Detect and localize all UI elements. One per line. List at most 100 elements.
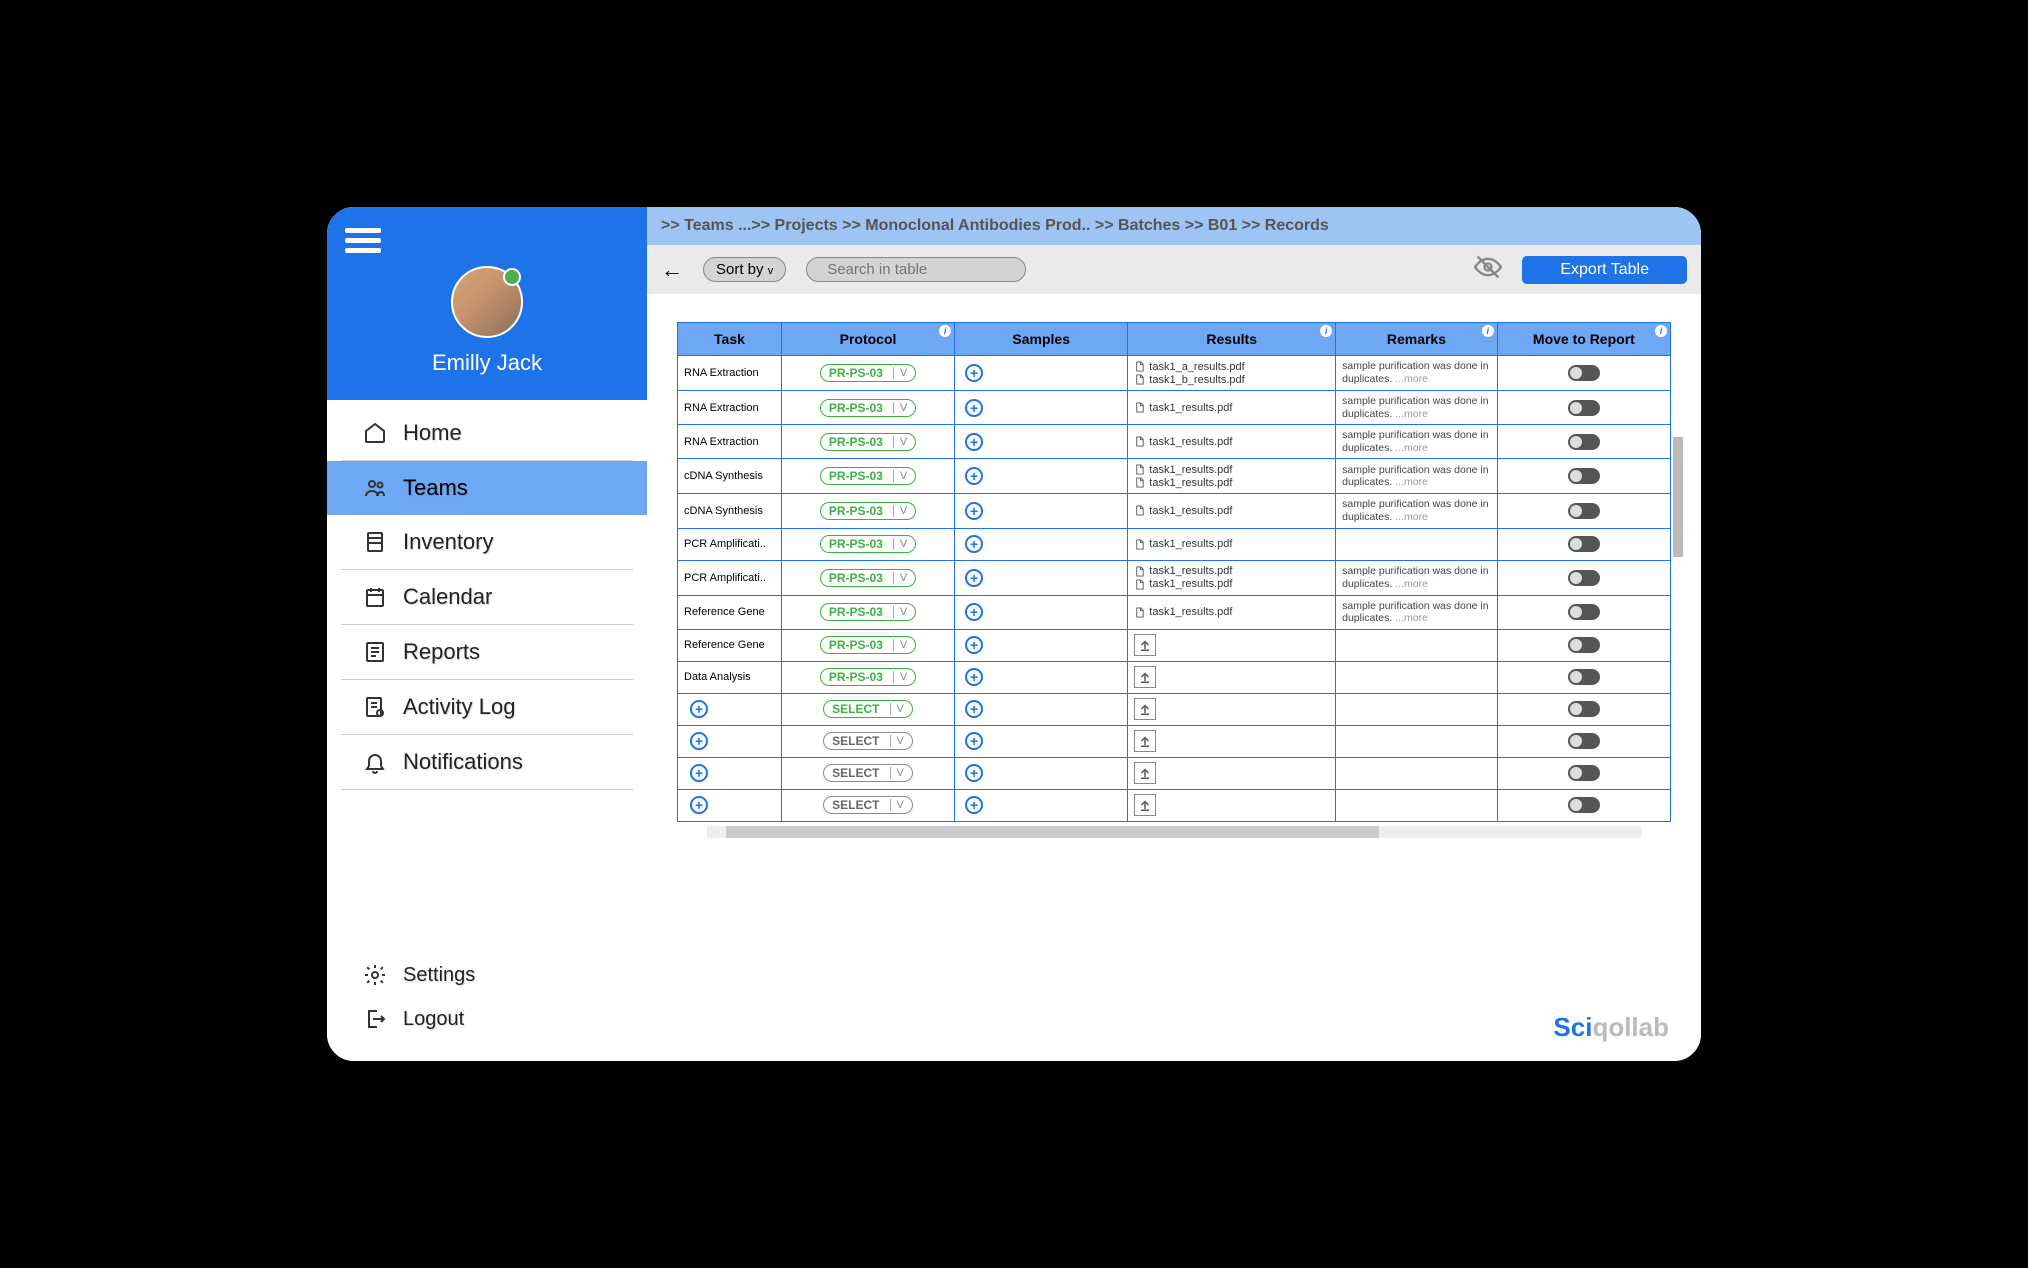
more-link[interactable]: ...more bbox=[1392, 373, 1428, 385]
protocol-select[interactable]: PR-PS-03V bbox=[820, 502, 916, 520]
add-sample-icon[interactable]: + bbox=[965, 668, 983, 686]
task-cell[interactable]: + bbox=[678, 789, 782, 821]
sidebar-item-logout[interactable]: Logout bbox=[341, 997, 633, 1041]
move-to-report-toggle[interactable] bbox=[1568, 765, 1600, 781]
sidebar-item-inventory[interactable]: Inventory bbox=[341, 515, 633, 570]
move-to-report-toggle[interactable] bbox=[1568, 797, 1600, 813]
task-cell[interactable]: + bbox=[678, 725, 782, 757]
upload-result-icon[interactable] bbox=[1134, 762, 1156, 784]
add-sample-icon[interactable]: + bbox=[965, 467, 983, 485]
protocol-select[interactable]: PR-PS-03V bbox=[820, 603, 916, 621]
protocol-select[interactable]: SELECTV bbox=[823, 732, 913, 750]
more-link[interactable]: ...more bbox=[1392, 442, 1428, 454]
more-link[interactable]: ...more bbox=[1392, 511, 1428, 523]
sidebar-item-reports[interactable]: Reports bbox=[341, 625, 633, 680]
move-to-report-toggle[interactable] bbox=[1568, 637, 1600, 653]
result-file[interactable]: task1_results.pdf bbox=[1134, 476, 1329, 489]
result-file[interactable]: task1_results.pdf bbox=[1134, 463, 1329, 476]
move-to-report-toggle[interactable] bbox=[1568, 604, 1600, 620]
move-to-report-toggle[interactable] bbox=[1568, 400, 1600, 416]
task-cell[interactable]: + bbox=[678, 757, 782, 789]
move-to-report-toggle[interactable] bbox=[1568, 365, 1600, 381]
avatar[interactable] bbox=[451, 266, 523, 338]
protocol-select[interactable]: PR-PS-03V bbox=[820, 467, 916, 485]
add-task-icon[interactable]: + bbox=[690, 764, 708, 782]
upload-result-icon[interactable] bbox=[1134, 666, 1156, 688]
add-task-icon[interactable]: + bbox=[690, 700, 708, 718]
protocol-select[interactable]: PR-PS-03V bbox=[820, 364, 916, 382]
result-file[interactable]: task1_a_results.pdf bbox=[1134, 360, 1329, 373]
info-icon[interactable]: i bbox=[1482, 325, 1494, 337]
upload-result-icon[interactable] bbox=[1134, 730, 1156, 752]
column-header-task[interactable]: Task bbox=[678, 323, 782, 356]
move-to-report-toggle[interactable] bbox=[1568, 570, 1600, 586]
add-task-icon[interactable]: + bbox=[690, 796, 708, 814]
sidebar-item-home[interactable]: Home bbox=[341, 406, 633, 461]
add-sample-icon[interactable]: + bbox=[965, 764, 983, 782]
result-file[interactable]: task1_results.pdf bbox=[1134, 435, 1329, 448]
info-icon[interactable]: i bbox=[939, 325, 951, 337]
move-to-report-toggle[interactable] bbox=[1568, 503, 1600, 519]
task-cell[interactable]: + bbox=[678, 693, 782, 725]
sidebar-item-calendar[interactable]: Calendar bbox=[341, 570, 633, 625]
export-table-button[interactable]: Export Table bbox=[1522, 256, 1687, 284]
info-icon[interactable]: i bbox=[1655, 325, 1667, 337]
protocol-select[interactable]: PR-PS-03V bbox=[820, 433, 916, 451]
protocol-select[interactable]: SELECTV bbox=[823, 796, 913, 814]
column-header-samples[interactable]: Samples bbox=[955, 323, 1128, 356]
add-sample-icon[interactable]: + bbox=[965, 700, 983, 718]
column-header-results[interactable]: Resultsi bbox=[1128, 323, 1336, 356]
add-task-icon[interactable]: + bbox=[690, 732, 708, 750]
column-header-move-to-report[interactable]: Move to Reporti bbox=[1497, 323, 1670, 356]
sidebar-item-settings[interactable]: Settings bbox=[341, 953, 633, 997]
search-input[interactable] bbox=[827, 261, 1026, 278]
protocol-select[interactable]: PR-PS-03V bbox=[820, 535, 916, 553]
add-sample-icon[interactable]: + bbox=[965, 502, 983, 520]
protocol-select[interactable]: SELECTV bbox=[823, 764, 913, 782]
add-sample-icon[interactable]: + bbox=[965, 535, 983, 553]
back-arrow-icon[interactable]: ← bbox=[661, 257, 683, 283]
sidebar-item-teams[interactable]: Teams bbox=[327, 461, 647, 515]
add-sample-icon[interactable]: + bbox=[965, 364, 983, 382]
sort-by-button[interactable]: Sort by v bbox=[703, 257, 786, 282]
move-to-report-toggle[interactable] bbox=[1568, 434, 1600, 450]
result-file[interactable]: task1_results.pdf bbox=[1134, 565, 1329, 578]
upload-result-icon[interactable] bbox=[1134, 698, 1156, 720]
vertical-scrollbar[interactable] bbox=[1673, 437, 1683, 557]
upload-result-icon[interactable] bbox=[1134, 634, 1156, 656]
move-to-report-toggle[interactable] bbox=[1568, 701, 1600, 717]
protocol-select[interactable]: PR-PS-03V bbox=[820, 569, 916, 587]
result-file[interactable]: task1_results.pdf bbox=[1134, 578, 1329, 591]
add-sample-icon[interactable]: + bbox=[965, 603, 983, 621]
sidebar-item-notifications[interactable]: Notifications bbox=[341, 735, 633, 790]
protocol-select[interactable]: PR-PS-03V bbox=[820, 668, 916, 686]
column-header-remarks[interactable]: Remarksi bbox=[1336, 323, 1498, 356]
horizontal-scrollbar[interactable] bbox=[707, 826, 1641, 838]
search-input-wrap[interactable] bbox=[806, 257, 1026, 282]
add-sample-icon[interactable]: + bbox=[965, 732, 983, 750]
protocol-select[interactable]: PR-PS-03V bbox=[820, 636, 916, 654]
result-file[interactable]: task1_results.pdf bbox=[1134, 606, 1329, 619]
more-link[interactable]: ...more bbox=[1392, 612, 1428, 624]
add-sample-icon[interactable]: + bbox=[965, 399, 983, 417]
move-to-report-toggle[interactable] bbox=[1568, 536, 1600, 552]
result-file[interactable]: task1_b_results.pdf bbox=[1134, 373, 1329, 386]
protocol-select[interactable]: PR-PS-03V bbox=[820, 399, 916, 417]
upload-result-icon[interactable] bbox=[1134, 794, 1156, 816]
info-icon[interactable]: i bbox=[1320, 325, 1332, 337]
more-link[interactable]: ...more bbox=[1392, 578, 1428, 590]
protocol-select[interactable]: SELECTV bbox=[823, 700, 913, 718]
add-sample-icon[interactable]: + bbox=[965, 796, 983, 814]
result-file[interactable]: task1_results.pdf bbox=[1134, 401, 1329, 414]
add-sample-icon[interactable]: + bbox=[965, 433, 983, 451]
move-to-report-toggle[interactable] bbox=[1568, 468, 1600, 484]
more-link[interactable]: ...more bbox=[1392, 408, 1428, 420]
add-sample-icon[interactable]: + bbox=[965, 569, 983, 587]
result-file[interactable]: task1_results.pdf bbox=[1134, 504, 1329, 517]
result-file[interactable]: task1_results.pdf bbox=[1134, 538, 1329, 551]
move-to-report-toggle[interactable] bbox=[1568, 669, 1600, 685]
column-header-protocol[interactable]: Protocoli bbox=[781, 323, 954, 356]
sidebar-item-activity-log[interactable]: Activity Log bbox=[341, 680, 633, 735]
breadcrumb[interactable]: >> Teams ...>> Projects >> Monoclonal An… bbox=[647, 207, 1701, 245]
move-to-report-toggle[interactable] bbox=[1568, 733, 1600, 749]
